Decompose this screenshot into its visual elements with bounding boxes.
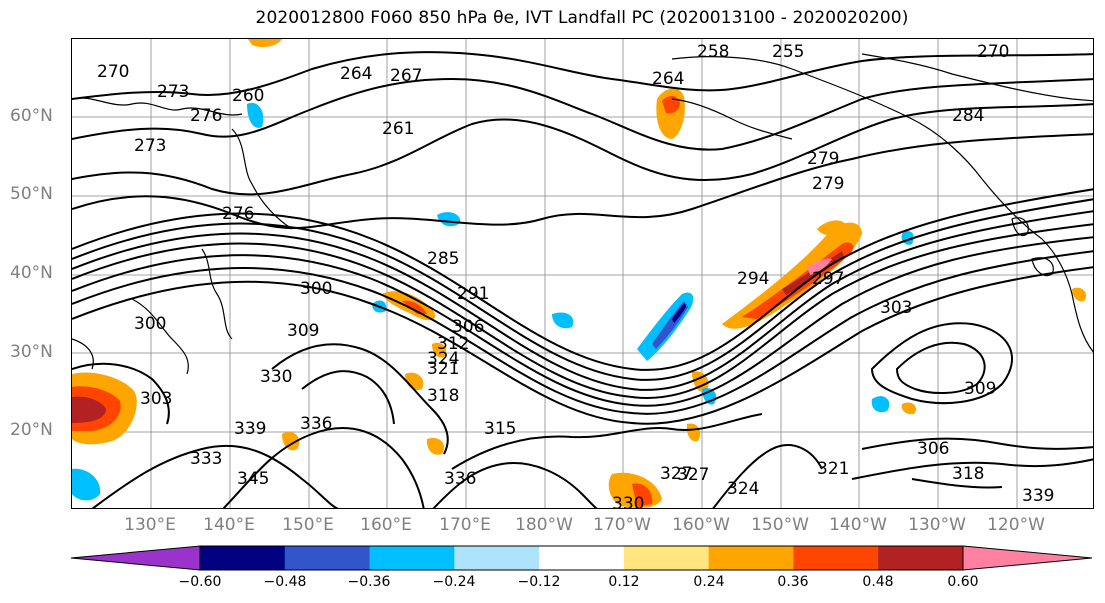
figure-title: 2020012800 F060 850 hPa θe, IVT Landfall… [255,8,909,28]
contour-label-group: 270 273 276 273 264 267 261 258 255 270 … [97,42,1054,509]
colorbar-segment [71,546,200,570]
contour-label: 318 [952,464,984,484]
colorbar-tick: 0.12 [608,574,640,590]
lon-label-170w: 170°W [593,515,651,535]
contour-label: 279 [807,149,839,169]
contour-label: 330 [260,367,292,387]
colorbar-tick: −0.24 [432,574,476,590]
contour-label: 327 [677,465,709,485]
contour-label: 279 [812,174,844,194]
lat-label-30n: 30°N [10,342,53,362]
contour-label: 333 [190,449,222,469]
contour-label: 276 [222,204,254,224]
contour-label: 273 [134,136,166,156]
theta-e-contours [72,51,1093,508]
contour-label: 300 [134,314,166,334]
colorbar-segment [793,546,879,570]
lon-label-150w: 150°W [751,515,809,535]
colorbar-segment [284,546,371,570]
contour-label: 324 [727,479,759,499]
contour-label: 273 [157,82,189,102]
contour-label: 315 [484,419,516,439]
lon-label-160e: 160°E [360,515,412,535]
colorbar-frame [199,545,964,571]
colorbar-segments [71,546,1092,570]
colorbar-segment [963,546,1092,570]
contour-label: 339 [1022,486,1054,506]
colorbar-tick: −0.48 [263,574,307,590]
colorbar-segment [623,546,710,570]
lon-label-150e: 150°E [282,515,334,535]
contour-label: 330 [612,494,644,509]
colorbar-tick: −0.12 [517,574,561,590]
colorbar [70,545,1093,571]
contour-label: 321 [817,459,849,479]
contour-label: 327 [660,464,692,484]
contour-label: 309 [287,321,319,341]
colorbar-segment [454,546,540,570]
colorbar-segment [708,546,794,570]
contour-label: 324 [427,349,459,369]
lat-label-40n: 40°N [10,263,53,283]
map-panel: 270 273 276 273 264 267 261 258 255 270 … [71,38,1094,509]
contour-label: 336 [444,469,476,489]
contour-label: 255 [772,42,804,62]
colorbar-segment [539,546,625,570]
contour-label: 270 [977,42,1009,62]
map-svg: 270 273 276 273 264 267 261 258 255 270 … [72,39,1093,509]
contour-label: 285 [427,249,459,269]
colorbar-tick: 0.24 [693,574,725,590]
contour-label: 264 [340,64,372,84]
lon-label-140w: 140°W [829,515,887,535]
lon-label-180w: 180°W [515,515,573,535]
colorbar-tick: 0.36 [777,574,809,590]
contour-label: 336 [300,414,332,434]
colorbar-tick: −0.36 [347,574,391,590]
lon-label-130w: 130°W [908,515,966,535]
lon-label-160w: 160°W [672,515,730,535]
contour-label-303: 303 [880,298,912,318]
lat-label-50n: 50°N [10,184,53,204]
colorbar-segment [369,546,455,570]
lon-label-140e: 140°E [203,515,255,535]
colorbar-segment [200,546,286,570]
contour-label: 306 [452,317,484,337]
lat-label-20n: 20°N [10,420,53,440]
coastlines [72,53,1093,375]
contour-label: 267 [390,66,422,86]
contour-label: 276 [190,106,222,126]
colorbar-tick: 0.60 [947,574,979,590]
contour-label: 291 [457,284,489,304]
contour-label: 339 [234,419,266,439]
colorbar-segment [878,546,964,570]
contour-label: 345 [237,469,269,489]
contour-label: 284 [952,106,984,126]
graticule [72,39,1093,508]
contour-label: 270 [97,62,129,82]
contour-label: 321 [427,359,459,379]
lon-label-120w: 120°W [987,515,1045,535]
shading [72,39,1087,508]
lon-label-170e: 170°E [439,515,491,535]
contour-label: 306 [917,439,949,459]
contour-label: 261 [382,119,414,139]
contour-label: 318 [427,386,459,406]
contour-label: 303 [140,389,172,409]
contour-label: 309 [964,379,996,399]
contour-label: 258 [697,42,729,62]
contour-label: 294 [737,269,769,289]
lon-label-130e: 130°E [124,515,176,535]
contour-label: 312 [437,334,469,354]
colorbar-tick: −0.60 [178,574,222,590]
contour-label: 260 [232,86,264,106]
contour-label: 300 [300,279,332,299]
contour-label: 264 [652,69,684,89]
lat-label-60n: 60°N [10,106,53,126]
colorbar-tick: 0.48 [862,574,894,590]
contour-label: 297 [812,269,844,289]
